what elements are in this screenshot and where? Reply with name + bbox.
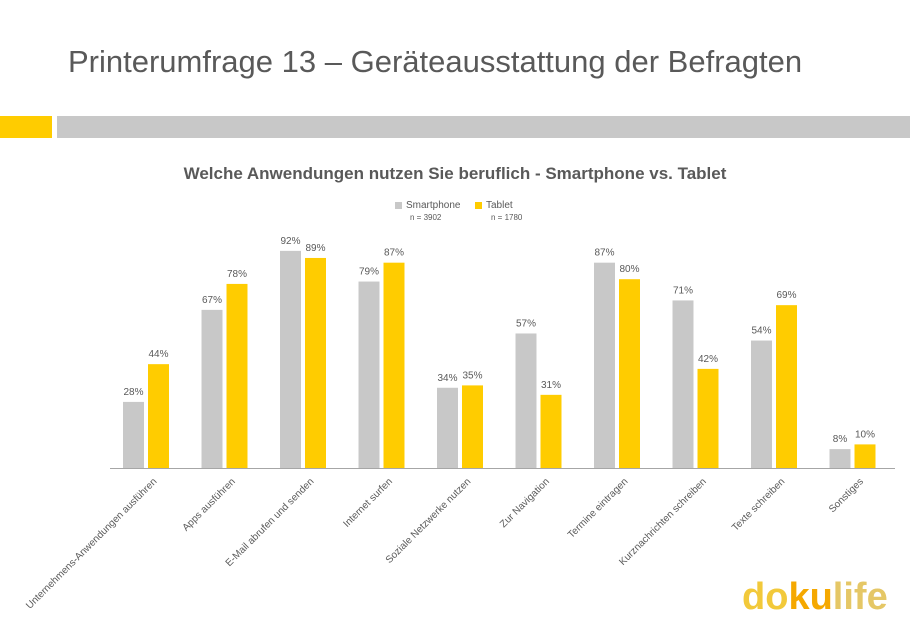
logo-text-ku: ku xyxy=(788,576,833,618)
bar-tablet-zur-navigation xyxy=(540,394,562,468)
category-label-internet-surfen: Internet surfen xyxy=(341,476,394,529)
legend-label-tablet: Tablet xyxy=(486,200,513,211)
bar-tablet-apps-ausführen xyxy=(226,283,248,468)
bar-smartphone-unternehmens-anwendungen-ausführen xyxy=(123,401,144,468)
bar-tablet-unternehmens-anwendungen-ausführen xyxy=(148,364,169,468)
data-label-tablet-apps-ausführen: 78% xyxy=(227,269,247,280)
data-label-smartphone-e-mail-abrufen-und-senden: 92% xyxy=(280,236,300,247)
dokulife-logo: dokulife xyxy=(742,576,888,619)
legend-swatch-tablet xyxy=(475,201,482,209)
chart-title: Welche Anwendungen nutzen Sie beruflich … xyxy=(183,164,727,183)
category-label-termine-eintragen: Termine eintragen xyxy=(566,476,630,540)
data-label-smartphone-soziale-netzwerke-nutzen: 34% xyxy=(437,373,457,384)
bar-smartphone-e-mail-abrufen-und-senden xyxy=(280,250,301,468)
category-label-sonstiges: Sonstiges xyxy=(827,476,866,515)
data-label-tablet-termine-eintragen: 80% xyxy=(619,264,639,275)
category-label-kurznachrichten-schreiben: Kurznachrichten schreiben xyxy=(617,476,709,568)
data-label-tablet-texte-schreiben: 69% xyxy=(776,290,796,301)
bar-smartphone-kurznachrichten-schreiben xyxy=(672,300,694,468)
category-label-zur-navigation: Zur Navigation xyxy=(498,476,552,530)
bar-tablet-kurznachrichten-schreiben xyxy=(697,368,719,468)
bar-smartphone-soziale-netzwerke-nutzen xyxy=(437,387,458,468)
data-label-tablet-kurznachrichten-schreiben: 42% xyxy=(698,354,718,365)
logo-text-do: do xyxy=(742,576,789,618)
legend-item-smartphone: Smartphone xyxy=(395,200,460,211)
bar-smartphone-texte-schreiben xyxy=(751,340,772,468)
bar-tablet-sonstiges xyxy=(854,444,876,468)
data-label-tablet-zur-navigation: 31% xyxy=(541,380,561,391)
category-label-unternehmens-anwendungen-ausführen: Unternehmens-Anwendungen ausführen xyxy=(24,476,159,611)
data-label-tablet-sonstiges: 10% xyxy=(855,429,875,440)
category-label-apps-ausführen: Apps ausführen xyxy=(181,476,238,533)
slide-title: Printerumfrage 13 – Geräteausstattung de… xyxy=(68,44,803,79)
data-label-smartphone-internet-surfen: 79% xyxy=(359,267,379,278)
data-label-tablet-internet-surfen: 87% xyxy=(384,248,404,259)
legend-label-smartphone: Smartphone xyxy=(406,200,461,211)
data-label-smartphone-texte-schreiben: 54% xyxy=(751,326,771,337)
category-label-e-mail-abrufen-und-senden: E-Mail abrufen und senden xyxy=(224,476,317,569)
data-label-smartphone-apps-ausführen: 67% xyxy=(202,295,222,306)
bar-smartphone-zur-navigation xyxy=(515,333,537,468)
bar-smartphone-termine-eintragen xyxy=(594,262,615,468)
legend-swatch-smartphone xyxy=(395,201,402,209)
accent-band-gray xyxy=(57,116,910,138)
legend-item-tablet: Tablet xyxy=(475,200,513,211)
data-label-smartphone-kurznachrichten-schreiben: 71% xyxy=(673,285,693,296)
category-label-soziale-netzwerke-nutzen: Soziale Netzwerke nutzen xyxy=(384,476,474,566)
bar-tablet-internet-surfen xyxy=(383,262,405,468)
bar-smartphone-internet-surfen xyxy=(358,281,380,468)
data-label-tablet-soziale-netzwerke-nutzen: 35% xyxy=(462,370,482,381)
bar-smartphone-apps-ausführen xyxy=(201,309,223,468)
bar-tablet-soziale-netzwerke-nutzen xyxy=(462,385,483,468)
data-label-smartphone-termine-eintragen: 87% xyxy=(594,248,614,259)
data-label-tablet-e-mail-abrufen-und-senden: 89% xyxy=(305,243,325,254)
legend-sample-size-tablet: n = 1780 xyxy=(491,213,523,222)
accent-band-yellow xyxy=(0,116,52,138)
bar-tablet-texte-schreiben xyxy=(776,305,797,468)
data-label-tablet-unternehmens-anwendungen-ausführen: 44% xyxy=(148,349,168,360)
bar-tablet-termine-eintragen xyxy=(619,279,640,468)
legend-sample-size-smartphone: n = 3902 xyxy=(410,213,442,222)
data-label-smartphone-zur-navigation: 57% xyxy=(516,318,536,329)
logo-text-life: life xyxy=(832,576,888,618)
data-label-smartphone-unternehmens-anwendungen-ausführen: 28% xyxy=(123,387,143,398)
data-label-smartphone-sonstiges: 8% xyxy=(833,434,848,445)
bar-tablet-e-mail-abrufen-und-senden xyxy=(305,257,326,468)
bar-smartphone-sonstiges xyxy=(829,449,851,468)
category-label-texte-schreiben: Texte schreiben xyxy=(730,476,787,533)
